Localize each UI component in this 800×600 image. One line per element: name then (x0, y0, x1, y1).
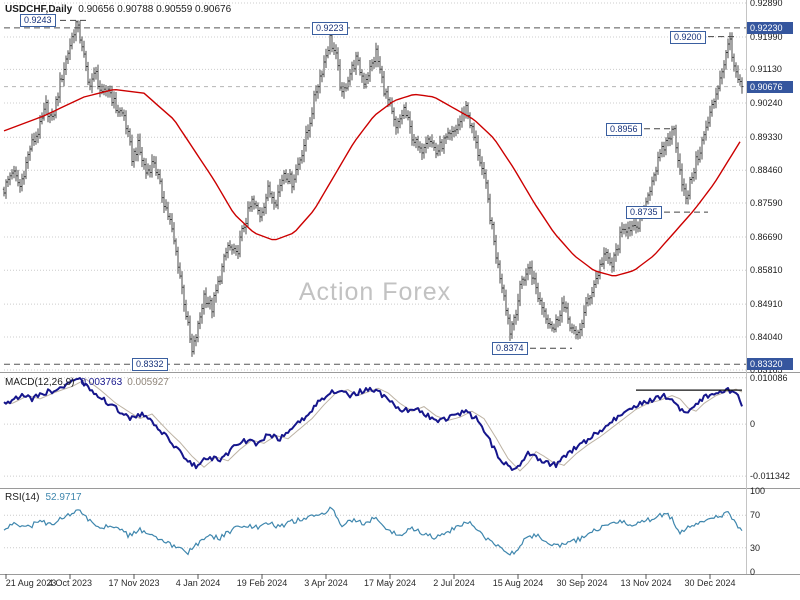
price-axis-tick: 0.91130 (750, 64, 782, 75)
macd-indicator-label: MACD(12,26,9) 0.003763 0.005927 (5, 377, 169, 388)
current-price-badge: 0.90676 (747, 80, 793, 93)
ohlc-values: 0.90656 0.90788 0.90559 0.90676 (78, 4, 232, 15)
date-axis-label: 17 May 2024 (363, 578, 417, 588)
rsi-value: 52.9717 (45, 492, 82, 503)
price-level-badge: 0.83320 (747, 358, 793, 371)
price-annotation[interactable]: 0.8374 (492, 342, 528, 356)
price-axis-tick: 0.87590 (750, 198, 783, 208)
price-axis-tick: 0.86690 (750, 231, 783, 242)
price-annotation[interactable]: 0.8956 (606, 122, 642, 136)
date-axis-label: 21 Aug 2023 (5, 578, 57, 588)
rsi-axis-tick: 0 (750, 567, 756, 577)
price-axis-tick: 0.92890 (750, 0, 783, 8)
macd-axis-tick: -0.011342 (750, 471, 790, 482)
date-axis-label: 2 Jul 2024 (433, 578, 475, 588)
watermark: Action Forex (298, 278, 452, 306)
macd-axis-tick: 0 (750, 419, 756, 430)
rsi-name: RSI(14) (5, 492, 40, 503)
macd-value-signal: 0.005927 (127, 377, 169, 388)
price-axis-tick: 0.91990 (750, 31, 783, 42)
price-annotation[interactable]: 0.9243 (20, 14, 56, 28)
chart-header: USDCHF,Daily 0.90656 0.90788 0.90559 0.90… (5, 4, 231, 15)
price-axis-tick: 0.84910 (750, 299, 783, 310)
price-axis-tick: 0.90240 (750, 98, 783, 108)
date-axis-label: 4 Jan 2024 (175, 578, 221, 588)
date-axis-label: 30 Dec 2024 (684, 578, 736, 588)
price-annotation[interactable]: 0.9200 (670, 30, 706, 44)
price-axis-tick: 0.89330 (750, 132, 783, 143)
rsi-axis-tick: 100 (750, 486, 766, 496)
macd-value-main: 0.003763 (80, 377, 123, 388)
date-axis-label: 4 Oct 2023 (47, 578, 93, 588)
date-axis-label: 30 Sep 2024 (556, 578, 608, 588)
date-axis-label: 3 Apr 2024 (304, 578, 348, 588)
price-annotation[interactable]: 0.8332 (132, 358, 168, 372)
rsi-axis-tick: 70 (750, 510, 761, 521)
price-level-badge: 0.92230 (747, 21, 793, 34)
price-axis-tick: 0.88460 (750, 165, 783, 176)
price-annotation[interactable]: 0.9223 (312, 21, 348, 35)
rsi-indicator-label: RSI(14) 52.9717 (5, 492, 82, 503)
rsi-axis-tick: 30 (750, 542, 761, 553)
macd-axis-tick: 0.010086 (750, 372, 788, 383)
price-annotation[interactable]: 0.8735 (626, 206, 662, 220)
symbol-timeframe: USDCHF,Daily (5, 4, 73, 15)
date-axis-label: 13 Nov 2024 (620, 578, 672, 588)
macd-name: MACD(12,26,9) (5, 377, 75, 388)
date-axis-label: 15 Aug 2024 (492, 578, 544, 588)
price-axis-tick: 0.84040 (750, 331, 783, 342)
price-axis-tick: 0.85810 (750, 265, 783, 276)
date-axis-label: 19 Feb 2024 (236, 578, 288, 588)
date-axis-label: 17 Nov 2023 (108, 578, 160, 588)
